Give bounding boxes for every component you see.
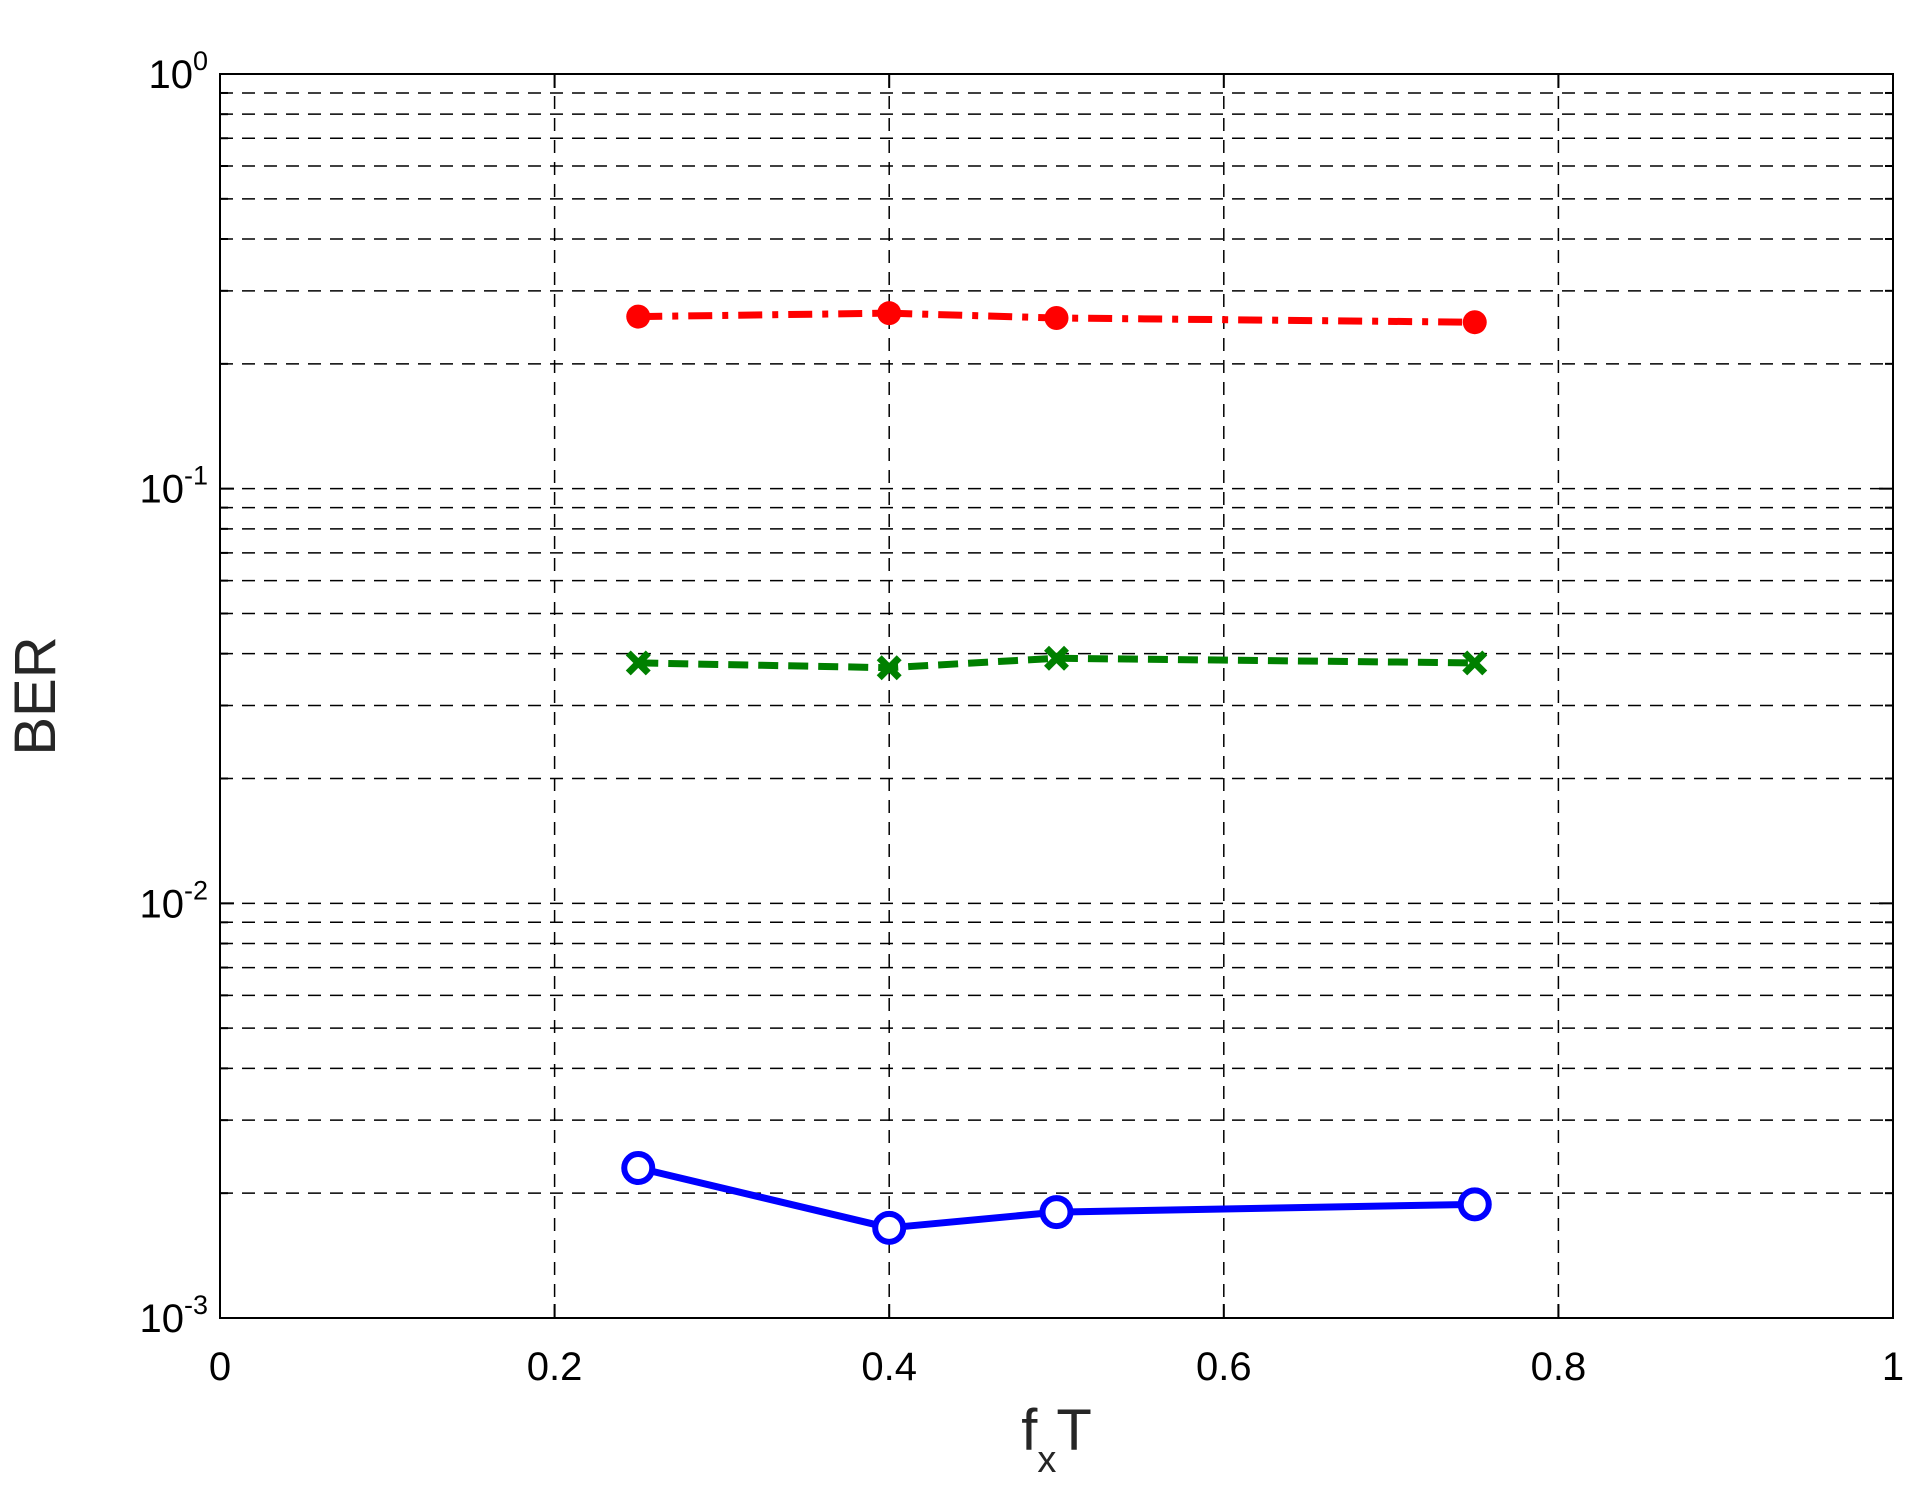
series-1-marker <box>1462 310 1487 335</box>
series-1-line <box>638 309 1475 326</box>
x-tick-label: 0.6 <box>1196 1345 1252 1389</box>
series-3-marker <box>872 1210 907 1245</box>
series-3-marker <box>621 1151 656 1186</box>
x-axis-title: fxT <box>1021 1398 1092 1481</box>
y-tick-label: 10-2 <box>139 875 208 926</box>
series-1-marker <box>877 301 902 326</box>
series-2-line <box>638 654 1475 672</box>
series-1-marker <box>1044 305 1069 330</box>
plot-area-frame <box>219 73 1894 1319</box>
y-tick-label-exponent: -2 <box>184 875 208 905</box>
series-1-marker <box>626 304 651 329</box>
series-3-marker <box>1457 1187 1492 1222</box>
y-tick-label: 100 <box>148 46 208 97</box>
y-tick-label-exponent: -1 <box>184 461 208 491</box>
y-tick-label-exponent: 0 <box>193 46 208 76</box>
series-2-marker <box>1044 645 1069 671</box>
y-tick-label-exponent: -3 <box>184 1290 208 1320</box>
x-tick-label: 0.4 <box>861 1345 917 1389</box>
series-3-line <box>637 1164 1475 1232</box>
series-2-marker <box>1462 650 1488 676</box>
series-2-marker <box>876 655 902 681</box>
x-tick-label: 0.2 <box>527 1345 583 1389</box>
x-axis-title-subscript: x <box>1037 1439 1056 1481</box>
series-3 <box>621 1151 1492 1245</box>
x-tick-label: 0 <box>209 1345 231 1389</box>
x-axis-title-tail: T <box>1056 1398 1091 1463</box>
y-axis-title: BER <box>3 636 68 755</box>
axis-ticks <box>219 74 1894 1319</box>
x-tick-label: 1 <box>1882 1345 1904 1389</box>
series-3-marker <box>1039 1195 1074 1230</box>
y-tick-label: 10-3 <box>139 1290 208 1341</box>
grid-lines <box>220 74 1893 1318</box>
y-tick-label-base: 10 <box>139 882 184 926</box>
series-1 <box>626 301 1487 335</box>
y-tick-label: 10-1 <box>139 461 208 512</box>
x-axis-title-main: f <box>1021 1398 1038 1463</box>
y-tick-label-base: 10 <box>148 53 193 97</box>
data-series <box>621 301 1492 1245</box>
series-2 <box>625 645 1488 681</box>
x-tick-label: 0.8 <box>1531 1345 1587 1389</box>
series-2-marker <box>625 650 651 676</box>
y-tick-label-base: 10 <box>139 468 184 512</box>
y-tick-label-base: 10 <box>139 1297 184 1341</box>
